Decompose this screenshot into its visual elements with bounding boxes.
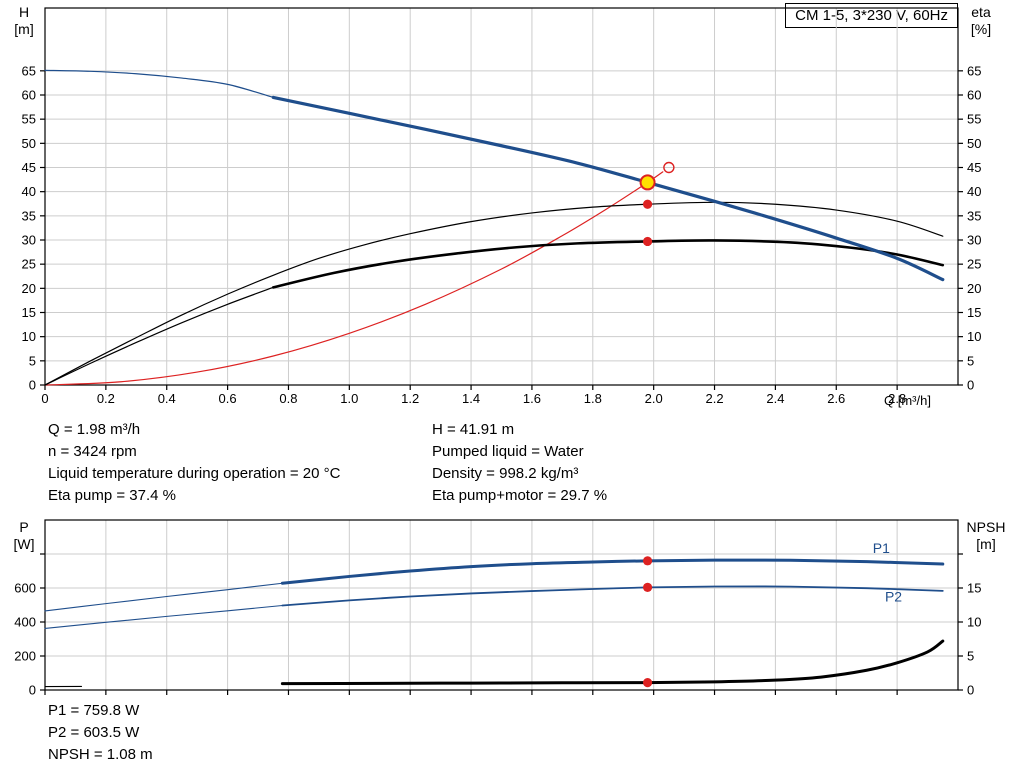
svg-text:0.8: 0.8 — [279, 391, 297, 406]
svg-text:0.4: 0.4 — [158, 391, 176, 406]
svg-text:20: 20 — [22, 281, 36, 296]
svg-text:5: 5 — [29, 353, 36, 368]
p-axis-label: P [W] — [6, 519, 42, 553]
info-liquid-temperature: Liquid temperature during operation = 20… — [48, 465, 341, 482]
svg-text:60: 60 — [967, 88, 981, 103]
info-density: Density = 998.2 kg/m³ — [432, 465, 579, 482]
qh-eta-chart[interactable]: 0 5 10 15 20 25 30 35 40 45 50 55 60 65 0 5 10 15 20 25 30 35… — [0, 0, 1024, 415]
svg-text:600: 600 — [14, 581, 36, 596]
info-npsh: NPSH = 1.08 m — [48, 746, 153, 763]
svg-text:10: 10 — [967, 615, 981, 630]
svg-text:10: 10 — [967, 329, 981, 344]
info-speed: n = 3424 rpm — [48, 443, 137, 460]
svg-text:0.2: 0.2 — [97, 391, 115, 406]
pump-model-title-box: CM 1-5, 3*230 V, 60Hz — [785, 3, 958, 28]
svg-text:2.4: 2.4 — [766, 391, 784, 406]
svg-text:2.0: 2.0 — [645, 391, 663, 406]
svg-text:55: 55 — [22, 112, 36, 127]
svg-text:35: 35 — [22, 208, 36, 223]
svg-text:30: 30 — [22, 233, 36, 248]
eta-axis-label: eta [%] — [958, 4, 1004, 38]
svg-text:0: 0 — [967, 683, 974, 698]
svg-text:5: 5 — [967, 649, 974, 664]
npsh-axis-unit: [m] — [976, 536, 996, 552]
svg-text:400: 400 — [14, 615, 36, 630]
svg-text:0: 0 — [967, 378, 974, 393]
info-flow: Q = 1.98 m³/h — [48, 421, 141, 438]
svg-text:2.2: 2.2 — [705, 391, 723, 406]
svg-text:P1: P1 — [873, 540, 890, 556]
svg-text:60: 60 — [22, 88, 36, 103]
info-p1: P1 = 759.8 W — [48, 702, 140, 719]
svg-text:20: 20 — [967, 281, 981, 296]
info-head: H = 41.91 m — [432, 421, 515, 438]
duty-info-left: Q = 1.98 m³/h n = 3424 rpm Liquid temper… — [48, 419, 340, 507]
svg-text:65: 65 — [967, 63, 981, 78]
svg-text:0: 0 — [29, 378, 36, 393]
svg-text:P2: P2 — [885, 589, 902, 605]
x-axis-label: Q [m³/h] — [884, 393, 931, 408]
svg-text:2.6: 2.6 — [827, 391, 845, 406]
info-eta-pump-motor: Eta pump+motor = 29.7 % — [432, 487, 608, 504]
svg-text:15: 15 — [22, 305, 36, 320]
svg-text:15: 15 — [967, 305, 981, 320]
svg-text:65: 65 — [22, 63, 36, 78]
svg-text:2.8: 2.8 — [888, 391, 906, 406]
svg-text:45: 45 — [22, 160, 36, 175]
svg-text:5: 5 — [967, 353, 974, 368]
power-npsh-chart[interactable]: 0 200 400 600 0 5 10 15 P1 P2 — [0, 518, 1024, 718]
svg-text:1.8: 1.8 — [584, 391, 602, 406]
svg-text:35: 35 — [967, 208, 981, 223]
svg-text:50: 50 — [22, 136, 36, 151]
svg-text:200: 200 — [14, 649, 36, 664]
svg-text:1.6: 1.6 — [523, 391, 541, 406]
svg-text:25: 25 — [22, 257, 36, 272]
svg-text:0: 0 — [41, 391, 48, 406]
svg-text:0.6: 0.6 — [219, 391, 237, 406]
h-axis-unit: [m] — [14, 21, 34, 37]
p-axis-unit: [W] — [13, 536, 35, 552]
duty-info-right: H = 41.91 m Pumped liquid = Water Densit… — [432, 419, 607, 507]
svg-text:30: 30 — [967, 233, 981, 248]
svg-text:1.0: 1.0 — [340, 391, 358, 406]
eta-axis-unit: [%] — [970, 21, 992, 37]
svg-text:40: 40 — [22, 184, 36, 199]
svg-text:55: 55 — [967, 112, 981, 127]
svg-text:50: 50 — [967, 136, 981, 151]
h-axis-label: H [m] — [6, 4, 42, 38]
npsh-axis-label: NPSH [m] — [956, 519, 1016, 553]
svg-text:45: 45 — [967, 160, 981, 175]
svg-text:40: 40 — [967, 184, 981, 199]
svg-text:15: 15 — [967, 581, 981, 596]
info-pumped-liquid: Pumped liquid = Water — [432, 443, 584, 460]
svg-text:10: 10 — [22, 329, 36, 344]
power-info: P1 = 759.8 W P2 = 603.5 W NPSH = 1.08 m — [48, 700, 153, 766]
h-axis-symbol: H — [18, 4, 30, 20]
info-p2: P2 = 603.5 W — [48, 724, 140, 741]
p-axis-symbol: P — [19, 519, 29, 535]
eta-axis-symbol: eta — [971, 4, 991, 20]
npsh-axis-symbol: NPSH — [966, 519, 1006, 535]
svg-text:1.2: 1.2 — [401, 391, 419, 406]
svg-text:1.4: 1.4 — [462, 391, 480, 406]
svg-text:0: 0 — [29, 683, 36, 698]
svg-text:25: 25 — [967, 257, 981, 272]
info-eta-pump: Eta pump = 37.4 % — [48, 487, 176, 504]
